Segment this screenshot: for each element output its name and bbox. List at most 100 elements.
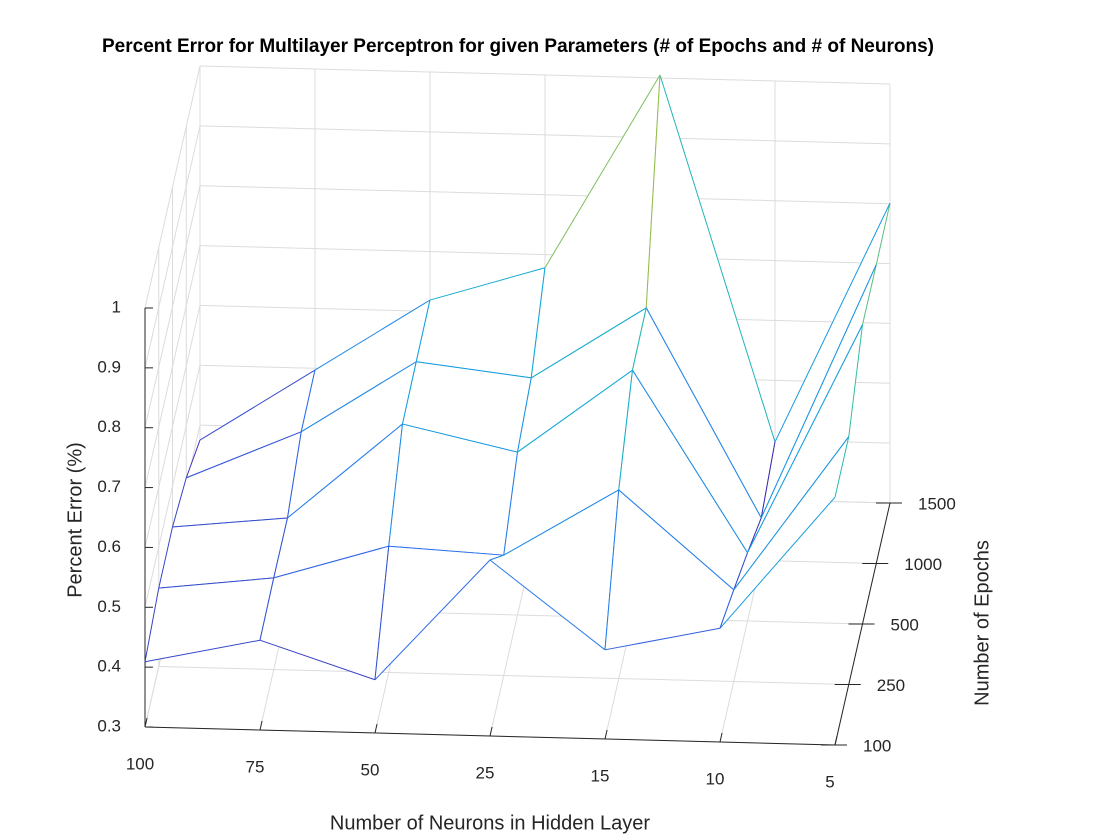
mesh-edge <box>517 377 532 453</box>
y-tick-label: 1000 <box>904 555 942 574</box>
mesh-face <box>186 370 315 478</box>
mesh-face <box>531 75 660 378</box>
mesh-edge <box>747 517 762 553</box>
z-tick-label: 0.6 <box>97 537 121 556</box>
mesh-edge <box>632 307 647 371</box>
mesh-edge <box>530 307 647 379</box>
y-tick-label: 1500 <box>918 494 956 513</box>
mesh-edge <box>747 324 863 553</box>
x-tick-label: 25 <box>476 763 495 782</box>
mesh-face <box>503 370 633 556</box>
x-tick-label: 50 <box>361 760 380 779</box>
mesh-edge <box>402 361 417 425</box>
chart-title: Percent Error for Multilayer Perceptron … <box>102 36 934 57</box>
y-tick-label: 100 <box>863 736 891 755</box>
mesh-edge <box>374 546 390 680</box>
mesh-face <box>375 546 504 680</box>
mesh-face <box>287 361 417 519</box>
mesh-edge <box>875 203 891 265</box>
mesh-face <box>388 424 518 556</box>
mesh-edge <box>374 559 491 681</box>
y-axis-label: Number of Epochs <box>971 540 993 706</box>
mesh-face <box>646 75 775 519</box>
z-tick-label: 0.7 <box>97 477 121 496</box>
x-axis-label: Number of Neurons in Hidden Layer <box>330 812 651 834</box>
mesh-edge <box>503 452 518 556</box>
x-tick <box>834 735 838 746</box>
mesh-edge <box>415 299 431 362</box>
mesh-edge <box>416 361 532 379</box>
z-axis-label: Percent Error (%) <box>64 442 86 598</box>
mesh-edge <box>388 545 504 556</box>
mesh-edge <box>158 577 274 589</box>
mesh-edge <box>273 517 288 579</box>
mesh-face <box>761 203 890 519</box>
x-tick <box>144 717 148 728</box>
y-tick-label: 250 <box>877 676 905 695</box>
mesh-edge <box>489 559 606 651</box>
mesh-edge <box>645 74 661 308</box>
mesh-edge <box>185 439 201 479</box>
mesh-edge <box>760 441 776 519</box>
mesh-edge <box>388 423 403 547</box>
mesh-face <box>517 307 647 453</box>
mesh-edge <box>530 267 546 378</box>
mesh-edge <box>848 324 863 437</box>
mesh-face <box>720 436 849 629</box>
mesh-edge <box>429 267 546 301</box>
x-tick <box>489 726 493 737</box>
x-tick-label: 100 <box>126 754 154 773</box>
mesh-face <box>490 489 619 650</box>
z-tick-label: 0.3 <box>97 716 121 735</box>
x-tick-label: 75 <box>246 757 265 776</box>
z-tick-label: 0.5 <box>97 597 121 616</box>
mesh-face <box>605 489 734 650</box>
mesh-face <box>158 518 288 589</box>
mesh-edge <box>618 489 735 591</box>
mesh-edge <box>604 627 721 651</box>
z-tick-label: 0.9 <box>97 357 121 376</box>
mesh-edge <box>158 526 173 589</box>
x-tick-label: 15 <box>591 766 610 785</box>
mesh-face <box>273 424 403 578</box>
mesh-edge <box>314 299 431 371</box>
x-tick <box>604 729 608 740</box>
mesh-edge <box>172 517 288 528</box>
mesh-edge <box>733 552 748 591</box>
mesh-edge <box>489 554 504 561</box>
mesh-edge <box>862 264 877 325</box>
mesh-edge <box>659 74 776 443</box>
x-tick-label: 10 <box>706 769 725 788</box>
mesh-edge <box>774 202 891 443</box>
mesh-face <box>172 431 302 527</box>
mesh-edge <box>733 436 850 591</box>
mesh-face <box>416 267 545 378</box>
mesh-edge <box>719 589 735 629</box>
x-tick <box>374 723 378 734</box>
mesh-edge <box>300 369 316 432</box>
y-tick-label: 500 <box>891 615 919 634</box>
z-tick-label: 0.4 <box>97 657 121 676</box>
mesh-edge <box>287 423 403 519</box>
mesh-face <box>260 546 389 680</box>
mesh-edge <box>618 370 633 491</box>
mesh-edge <box>632 369 748 554</box>
x-tick-label: 5 <box>825 772 834 791</box>
mesh-face <box>301 300 430 432</box>
mesh-edge <box>259 639 376 681</box>
mesh-edge <box>144 639 261 663</box>
mesh-face <box>145 577 274 662</box>
mesh-edge <box>287 431 302 519</box>
mesh-edge <box>503 489 619 556</box>
x-tick <box>259 720 263 731</box>
z-tick-label: 0.8 <box>97 417 121 436</box>
x-tick <box>719 732 723 743</box>
mesh-edge <box>144 587 160 662</box>
mesh-edge <box>172 477 187 528</box>
mesh-edge <box>645 307 762 519</box>
mesh-edge <box>517 369 633 453</box>
mesh-edge <box>199 369 316 441</box>
mesh-face <box>618 370 748 590</box>
mesh-edge <box>273 545 389 579</box>
